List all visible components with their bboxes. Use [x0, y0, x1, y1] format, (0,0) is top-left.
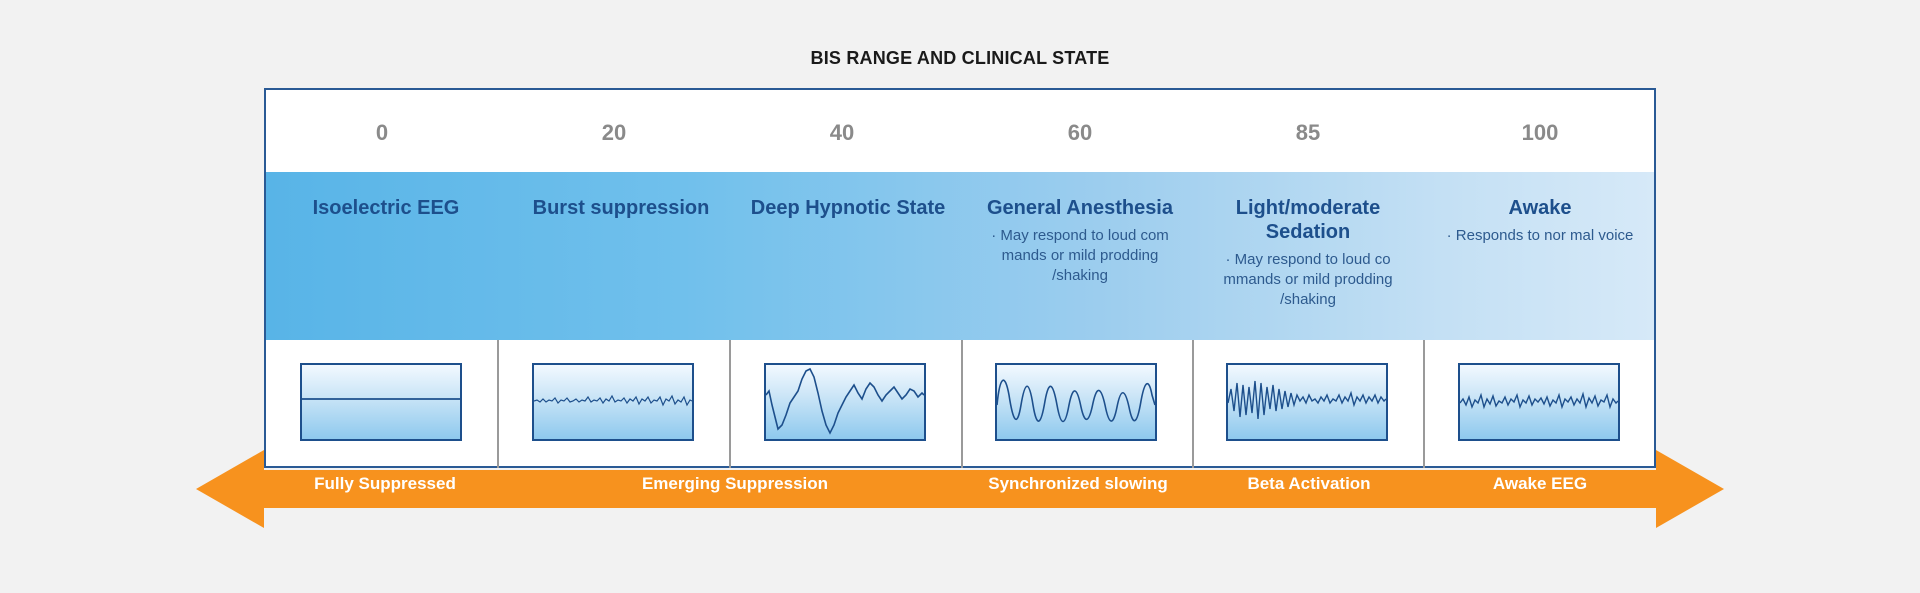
state-description: · May respond to loud com mands or mild … — [991, 227, 1169, 284]
scale-value-0: 0 — [375, 120, 389, 145]
state-description: · May respond to loud co mmands or mild … — [1223, 251, 1393, 308]
state-deep-hypnotic: Deep Hypnotic State — [738, 196, 958, 220]
eeg-category-awake-eeg: Awake EEG — [1492, 474, 1588, 493]
eeg-category-synchronized-slowing: Synchronized slowing — [988, 474, 1168, 493]
state-light-moderate-sedation: Light/moderate Sedation · May respond to… — [1198, 196, 1418, 310]
column-divider — [497, 340, 499, 468]
scale-value-60: 60 — [1067, 120, 1093, 145]
double-arrow-shape — [196, 450, 1724, 528]
state-name: Awake — [1508, 197, 1572, 219]
state-name: General Anesthesia — [986, 197, 1173, 219]
scale-value-40: 40 — [829, 120, 855, 145]
eeg-waveform-awake — [1458, 363, 1620, 441]
eeg-waveform-isoelectric — [300, 363, 462, 441]
diagram-title: BIS RANGE AND CLINICAL STATE — [810, 48, 1110, 68]
state-burst-suppression: Burst suppression — [511, 196, 731, 220]
eeg-category-fully-suppressed: Fully Suppressed — [314, 474, 456, 493]
scale-value-20: 20 — [601, 120, 627, 145]
eeg-category-beta-activation: Beta Activation — [1247, 474, 1371, 493]
state-name: Light/moderate Sedation — [1235, 197, 1381, 243]
column-divider — [961, 340, 963, 468]
column-divider — [1423, 340, 1425, 468]
scale-value-85: 85 — [1295, 120, 1321, 145]
eeg-waveform-deep-hypnotic — [764, 363, 926, 441]
state-name: Isoelectric EEG — [312, 197, 460, 219]
scale-value-100: 100 — [1521, 120, 1559, 145]
column-divider — [1192, 340, 1194, 468]
column-divider — [729, 340, 731, 468]
eeg-waveform-burst-suppression — [532, 363, 694, 441]
state-general-anesthesia: General Anesthesia · May respond to loud… — [970, 196, 1190, 286]
clinical-state-band — [266, 172, 1654, 340]
eeg-waveform-light-sedation — [1226, 363, 1388, 441]
state-name: Deep Hypnotic State — [750, 197, 946, 219]
state-description: · Responds to nor mal voice — [1446, 227, 1634, 244]
state-awake: Awake · Responds to nor mal voice — [1430, 196, 1650, 246]
state-isoelectric-eeg: Isoelectric EEG — [276, 196, 496, 220]
eeg-waveform-general-anesthesia — [995, 363, 1157, 441]
state-name: Burst suppression — [532, 197, 710, 219]
eeg-category-emerging-suppression: Emerging Suppression — [641, 474, 829, 493]
